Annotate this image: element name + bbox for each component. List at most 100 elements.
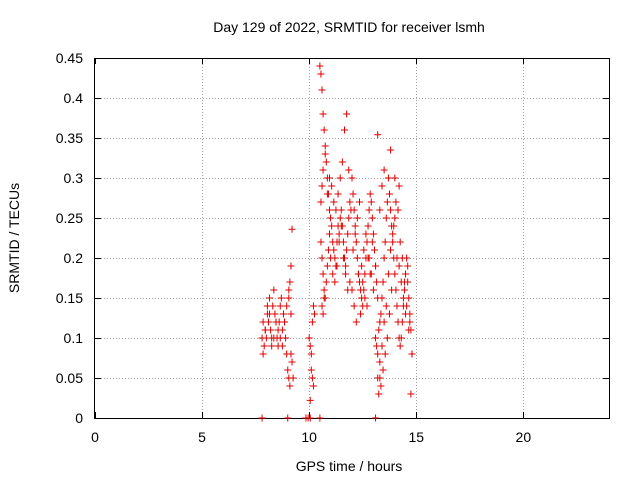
data-point (380, 166, 388, 174)
data-point (372, 334, 380, 342)
data-point (306, 396, 314, 404)
data-point (368, 238, 376, 246)
data-point (370, 246, 378, 254)
plot-frame (94, 58, 610, 419)
data-point (334, 190, 342, 198)
x-axis-label: GPS time / hours (296, 458, 403, 474)
data-point (383, 198, 391, 206)
data-point (272, 318, 280, 326)
data-point (316, 414, 324, 422)
data-point (395, 262, 403, 270)
data-point (306, 342, 314, 350)
data-point (360, 246, 368, 254)
data-point (369, 230, 377, 238)
data-point (285, 294, 293, 302)
y-tick-label: 0.15 (56, 290, 83, 306)
data-point (320, 126, 328, 134)
data-point (363, 302, 371, 310)
data-point (287, 262, 295, 270)
data-point (398, 254, 406, 262)
data-point (311, 310, 319, 318)
data-point (264, 318, 272, 326)
data-point (379, 278, 387, 286)
data-point (332, 206, 340, 214)
data-point (402, 270, 410, 278)
data-point (380, 254, 388, 262)
data-point (308, 318, 316, 326)
data-point (376, 206, 384, 214)
data-point (366, 270, 374, 278)
data-point (345, 214, 353, 222)
data-point (395, 182, 403, 190)
data-point (391, 214, 399, 222)
data-point (380, 318, 388, 326)
data-point (330, 198, 338, 206)
data-point (408, 350, 416, 358)
data-point (305, 334, 313, 342)
data-point (384, 270, 392, 278)
data-point (263, 302, 271, 310)
data-point (277, 294, 285, 302)
data-point (322, 278, 330, 286)
data-point (266, 294, 274, 302)
data-point (406, 318, 414, 326)
data-point (390, 222, 398, 230)
data-point (336, 214, 344, 222)
data-point (359, 278, 367, 286)
data-point (351, 222, 359, 230)
data-point (396, 238, 404, 246)
data-point (403, 302, 411, 310)
y-tick-label: 0.35 (56, 130, 83, 146)
y-tick-label: 0.25 (56, 210, 83, 226)
data-point (402, 310, 410, 318)
data-point (355, 198, 363, 206)
data-point (379, 366, 387, 374)
data-point (308, 374, 316, 382)
data-point (353, 214, 361, 222)
data-point (342, 262, 350, 270)
data-point (348, 174, 356, 182)
data-point (286, 382, 294, 390)
data-point (360, 286, 368, 294)
data-point (378, 342, 386, 350)
data-point (285, 286, 293, 294)
data-point (349, 246, 357, 254)
data-point (365, 206, 373, 214)
data-point (392, 198, 400, 206)
data-point (348, 286, 356, 294)
data-point (350, 206, 358, 214)
y-tick-label: 0.1 (64, 330, 84, 346)
data-point (350, 302, 358, 310)
data-point (321, 150, 329, 158)
data-point (279, 310, 287, 318)
data-point (336, 174, 344, 182)
data-point (326, 230, 334, 238)
data-point (368, 214, 376, 222)
data-point (327, 214, 335, 222)
data-point (377, 310, 385, 318)
data-point (346, 278, 354, 286)
data-point (393, 302, 401, 310)
data-point (317, 238, 325, 246)
data-point (372, 262, 380, 270)
x-tick-label: 0 (91, 429, 99, 445)
data-point (369, 286, 377, 294)
data-point (318, 302, 326, 310)
x-tick-label: 15 (408, 429, 424, 445)
data-point (324, 246, 332, 254)
data-point (354, 270, 362, 278)
data-point (287, 350, 295, 358)
data-point (259, 350, 267, 358)
data-point (384, 174, 392, 182)
data-point (319, 110, 327, 118)
data-point (306, 414, 314, 422)
data-points (258, 62, 416, 422)
data-point (385, 310, 393, 318)
data-point (284, 414, 292, 422)
data-point (352, 318, 360, 326)
data-point (382, 302, 390, 310)
data-point (389, 230, 397, 238)
data-point (323, 190, 331, 198)
